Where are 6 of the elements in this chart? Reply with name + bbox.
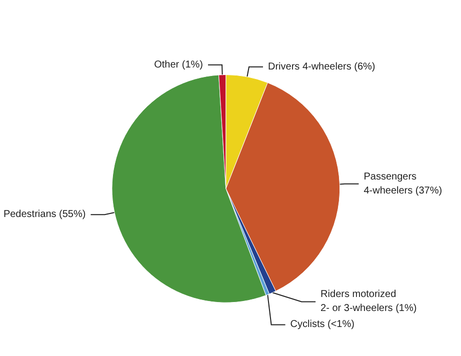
slice-label: Cyclists (<1%)	[290, 319, 354, 330]
slice-label: Other (1%)	[154, 59, 204, 70]
slice-label: Drivers 4-wheelers (6%)	[268, 61, 376, 72]
slice-label: Pedestrians (55%)	[3, 209, 86, 220]
slice-label: Riders motorized 2- or 3-wheelers (1%)	[320, 289, 417, 314]
slice-label: Passengers 4-wheelers (37%)	[364, 171, 442, 196]
